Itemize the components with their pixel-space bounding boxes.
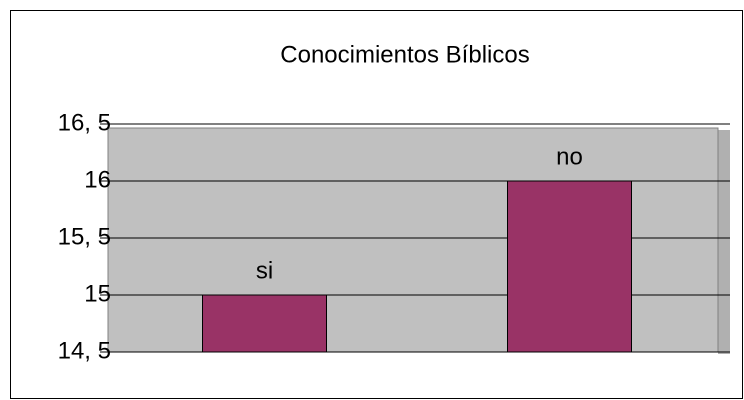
y-tick-label: 16, 5: [58, 109, 111, 136]
data-label: no: [556, 143, 583, 170]
chart-title: Conocimientos Bíblicos: [280, 41, 529, 68]
bar: [507, 180, 632, 353]
y-tick-label: 15, 5: [58, 223, 111, 250]
y-tick-label: 15: [84, 280, 111, 307]
data-label: si: [256, 257, 273, 284]
bar: [202, 294, 327, 353]
plot-side-wall: [718, 130, 730, 354]
y-tick-label: 14, 5: [58, 337, 111, 364]
y-tick-label: 16: [84, 166, 111, 193]
